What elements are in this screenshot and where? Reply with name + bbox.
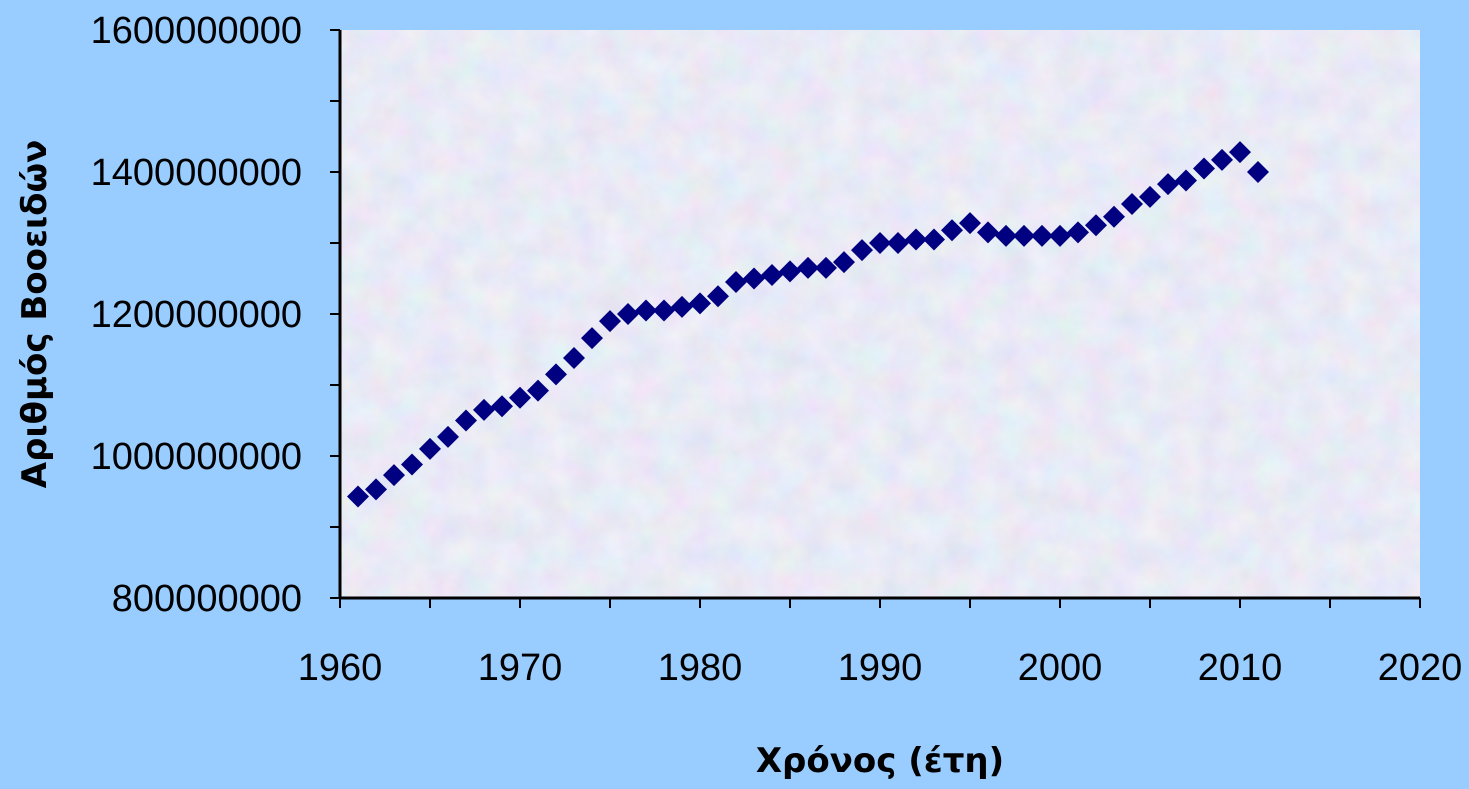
- data-point-marker: [707, 285, 729, 308]
- data-point-marker: [941, 219, 963, 242]
- x-tick-label: 1980: [658, 647, 743, 689]
- data-point-marker: [527, 379, 549, 402]
- data-point-marker: [923, 228, 945, 251]
- data-point-marker: [797, 256, 819, 279]
- data-point-marker: [509, 386, 531, 409]
- data-series-markers: [347, 141, 1269, 508]
- data-point-marker: [1121, 192, 1143, 215]
- data-point-marker: [1211, 148, 1233, 171]
- data-point-marker: [761, 263, 783, 286]
- x-tick-label: 1990: [838, 647, 923, 689]
- data-point-marker: [851, 239, 873, 262]
- y-tick-label: 1200000000: [91, 294, 302, 336]
- data-point-marker: [1175, 169, 1197, 192]
- data-point-marker: [1229, 141, 1251, 164]
- data-point-marker: [815, 256, 837, 279]
- data-point-marker: [617, 303, 639, 325]
- y-tick-label: 1400000000: [91, 152, 302, 194]
- data-point-marker: [347, 485, 369, 508]
- axes: [330, 29, 1421, 608]
- data-point-marker: [1103, 205, 1125, 228]
- data-point-marker: [419, 437, 441, 460]
- y-axis-title: Αριθμός Βοοειδών: [15, 140, 55, 489]
- data-point-marker: [1193, 157, 1215, 180]
- y-tick-label: 1600000000: [91, 10, 302, 52]
- data-point-marker: [1013, 224, 1035, 247]
- y-tick-label: 800000000: [112, 578, 302, 620]
- data-point-marker: [1031, 224, 1053, 247]
- data-point-marker: [599, 310, 621, 333]
- plot-area-texture: [340, 30, 1420, 598]
- data-point-marker: [1157, 173, 1179, 196]
- data-point-marker: [1247, 161, 1269, 183]
- data-point-marker: [671, 295, 693, 318]
- x-axis-title: Χρόνος (έτη): [756, 741, 1004, 781]
- data-point-marker: [1139, 185, 1161, 208]
- x-tick-label: 2000: [1018, 647, 1103, 689]
- data-point-marker: [905, 228, 927, 251]
- x-tick-label: 2020: [1378, 647, 1463, 689]
- data-point-marker: [887, 232, 909, 254]
- data-point-marker: [473, 398, 495, 421]
- data-point-marker: [689, 292, 711, 315]
- data-point-marker: [365, 478, 387, 501]
- data-point-marker: [743, 267, 765, 290]
- data-point-marker: [401, 453, 423, 476]
- data-point-marker: [383, 464, 405, 487]
- x-tick-label: 1960: [298, 647, 383, 689]
- data-point-marker: [455, 409, 477, 432]
- data-point-marker: [1049, 224, 1071, 247]
- data-point-marker: [653, 299, 675, 322]
- x-axis-tick-labels: 1960 1970 1980 1990 2000 2010 2020: [298, 647, 1463, 689]
- data-point-marker: [959, 212, 981, 235]
- data-point-marker: [977, 221, 999, 244]
- data-point-marker: [1085, 214, 1107, 237]
- data-point-marker: [545, 363, 567, 386]
- data-point-marker: [437, 425, 459, 448]
- data-point-marker: [491, 395, 513, 418]
- data-point-marker: [581, 327, 603, 350]
- plot-area-tint: [340, 30, 1420, 598]
- x-tick-label: 2010: [1198, 647, 1283, 689]
- x-tick-label: 1970: [478, 647, 563, 689]
- y-tick-label: 1000000000: [91, 436, 302, 478]
- data-point-marker: [995, 224, 1017, 247]
- data-point-marker: [869, 232, 891, 254]
- data-point-marker: [563, 347, 585, 370]
- data-point-marker: [833, 251, 855, 274]
- plot-area: [340, 30, 1420, 598]
- data-point-marker: [635, 299, 657, 322]
- data-point-marker: [725, 271, 747, 294]
- y-axis-tick-labels: 800000000 1000000000 1200000000 1400000000 1…: [91, 10, 302, 620]
- data-point-marker: [779, 260, 801, 283]
- data-point-marker: [1067, 221, 1089, 244]
